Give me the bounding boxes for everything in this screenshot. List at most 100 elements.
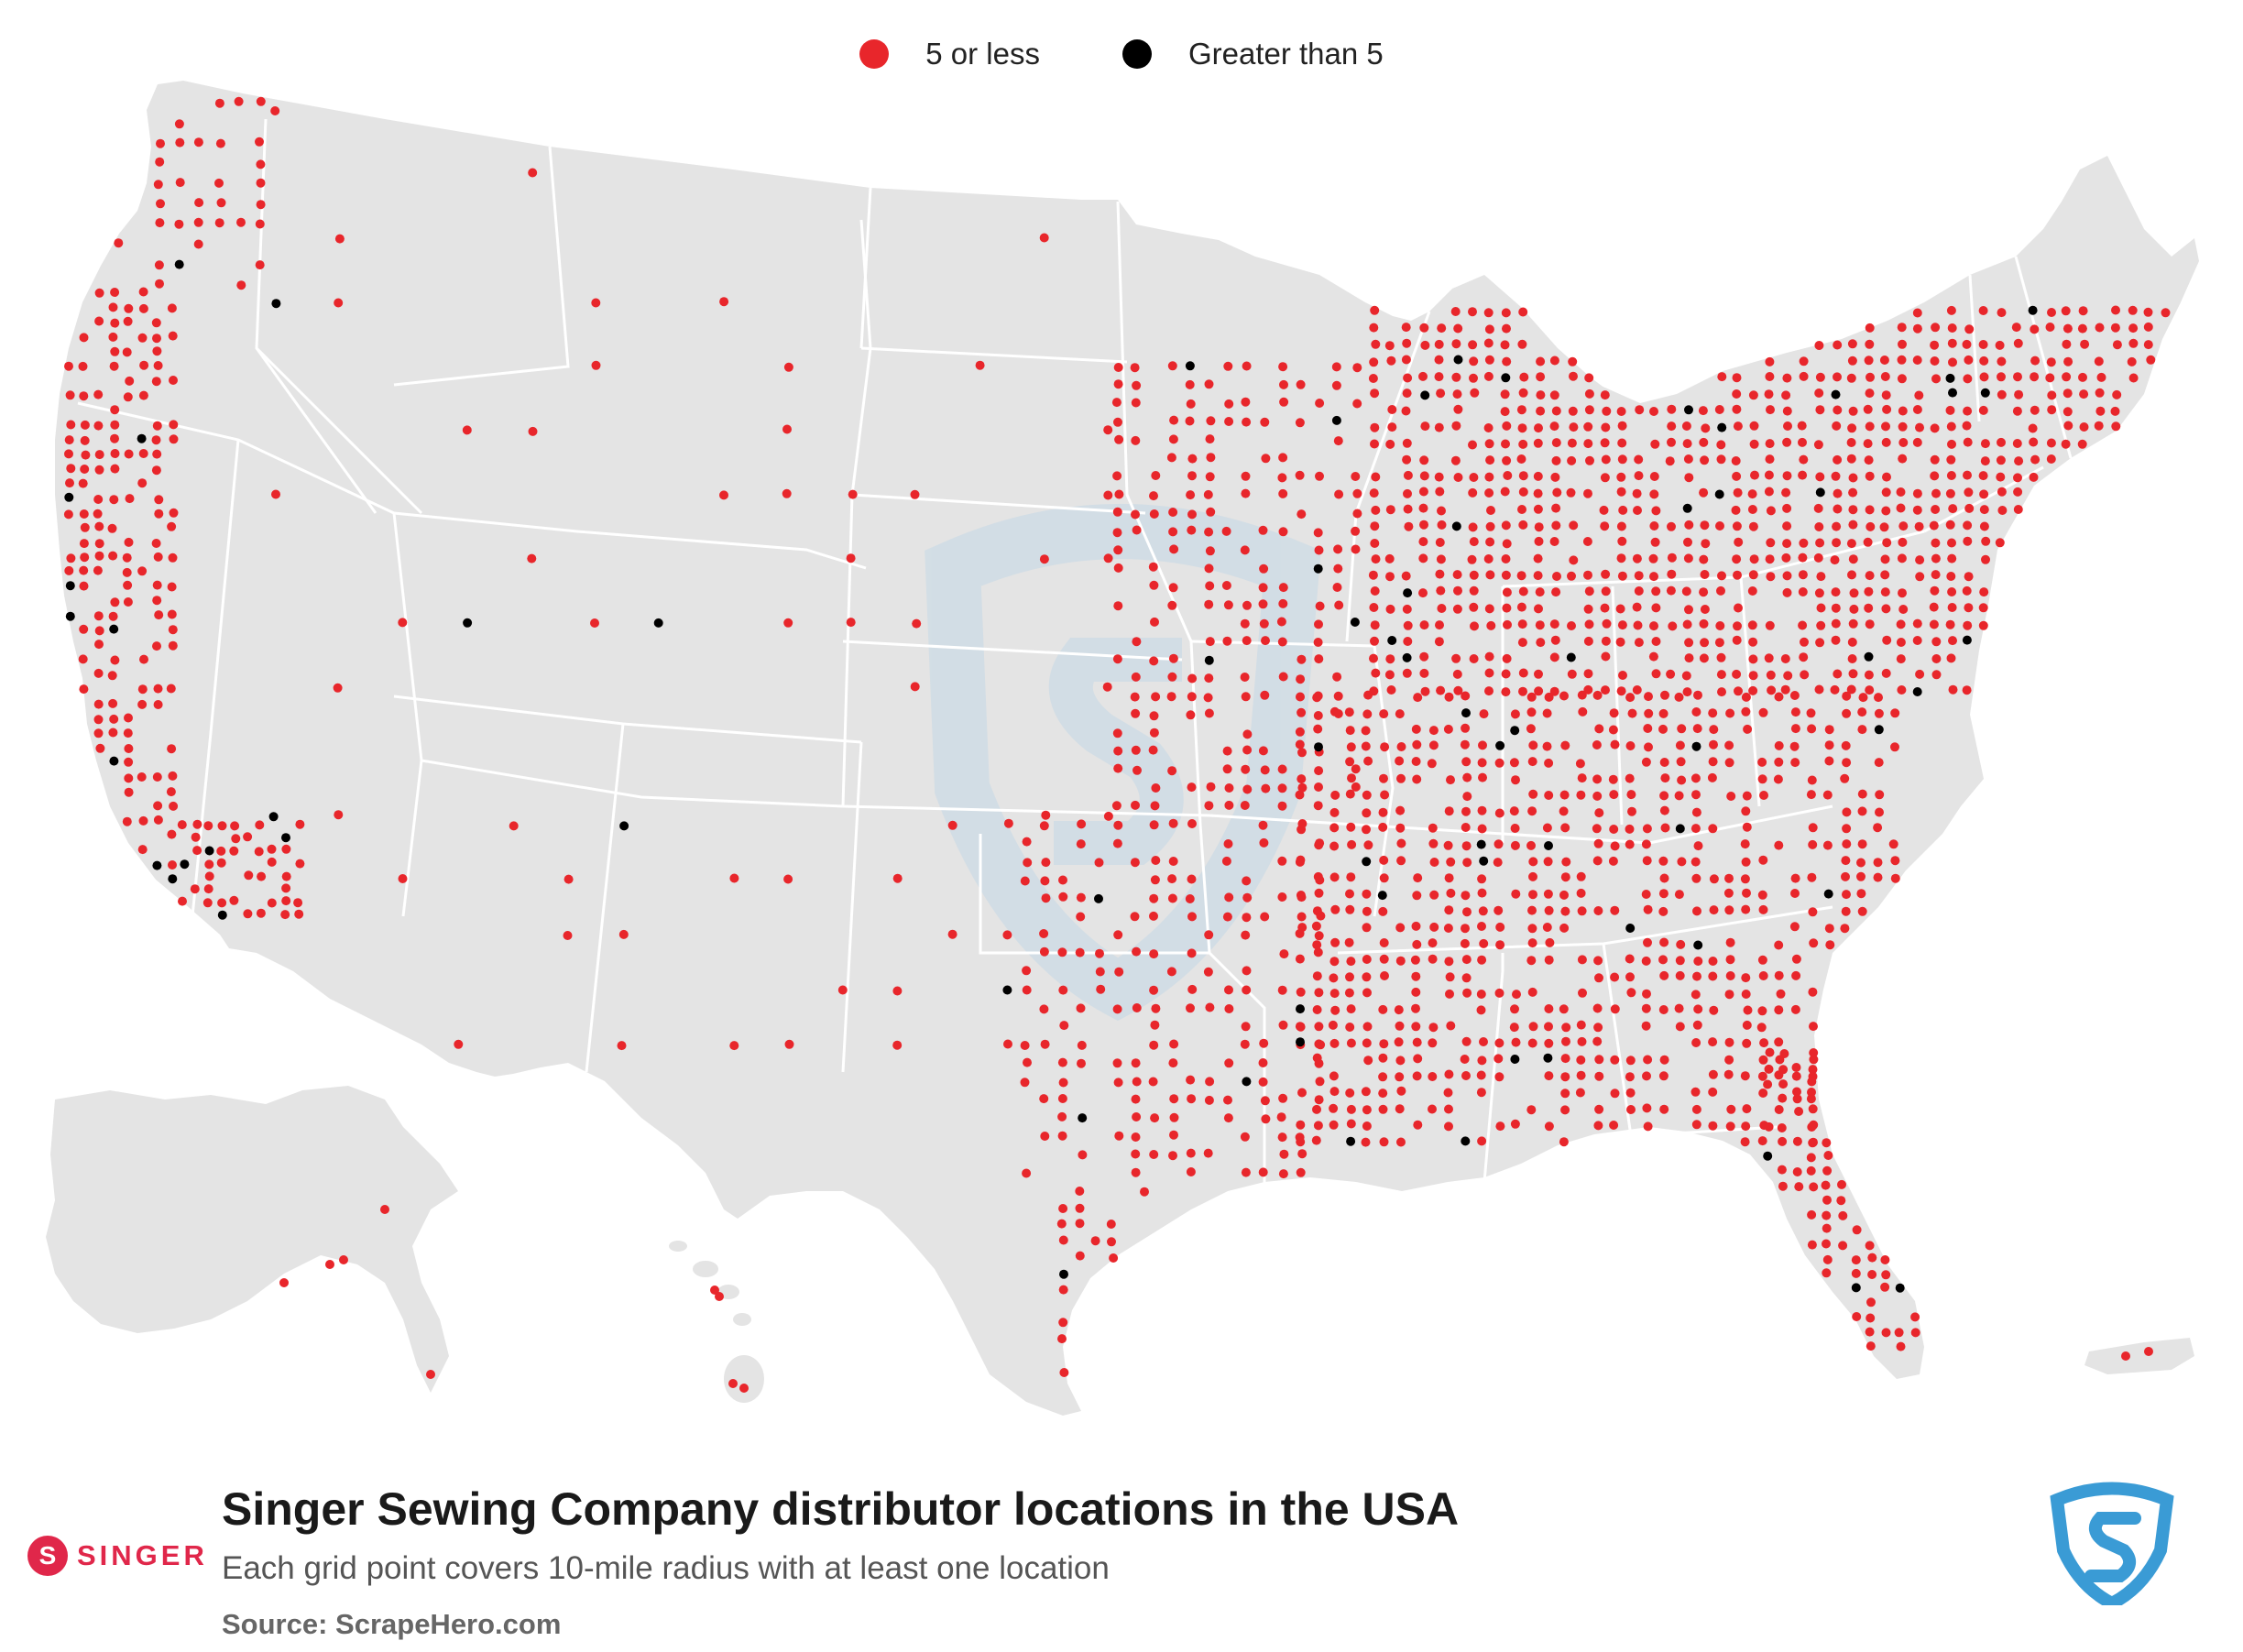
distributor-dot: [1112, 507, 1122, 517]
distributor-dot: [1708, 824, 1718, 834]
distributor-dot: [1402, 652, 1412, 662]
distributor-dot: [1881, 1270, 1891, 1280]
distributor-dot: [1078, 1113, 1088, 1123]
distributor-dot: [1545, 937, 1555, 947]
distributor-dot: [123, 597, 133, 607]
distributor-dot: [1674, 791, 1684, 801]
distributor-dot: [1295, 790, 1305, 800]
distributor-dot: [1881, 487, 1891, 498]
distributor-dot: [1518, 388, 1528, 398]
distributor-dot: [1914, 390, 1924, 400]
distributor-dot: [154, 610, 164, 620]
distributor-dot: [271, 299, 281, 309]
distributor-dot: [124, 537, 134, 547]
distributor-dot: [1403, 588, 1413, 598]
distributor-dot: [1113, 763, 1123, 773]
distributor-dot: [1625, 839, 1635, 849]
distributor-dot: [1020, 1078, 1030, 1088]
distributor-dot: [1978, 603, 1988, 613]
distributor-dot: [1039, 554, 1049, 564]
distributor-dot: [267, 844, 277, 854]
distributor-dot: [2128, 338, 2139, 348]
distributor-dot: [1567, 621, 1576, 630]
distributor-dot: [1435, 620, 1444, 630]
distributor-dot: [1544, 758, 1554, 768]
distributor-dot: [1187, 509, 1197, 520]
distributor-dot: [1185, 416, 1195, 426]
distributor-dot: [1361, 741, 1371, 751]
distributor-dot: [1648, 651, 1658, 662]
distributor-dot: [910, 489, 920, 499]
distributor-dot: [231, 834, 241, 844]
distributor-dot: [1057, 1094, 1067, 1103]
distributor-dot: [109, 756, 119, 766]
distributor-dot: [1315, 875, 1325, 885]
distributor-dot: [1748, 637, 1758, 647]
distributor-dot: [1875, 790, 1885, 800]
distributor-dot: [122, 816, 132, 826]
distributor-dot: [1501, 687, 1511, 697]
distributor-dot: [1658, 856, 1669, 866]
distributor-dot: [1822, 840, 1833, 850]
distributor-dot: [1709, 739, 1718, 749]
distributor-dot: [167, 303, 177, 313]
distributor-dot: [2127, 356, 2137, 367]
distributor-dot: [1512, 990, 1521, 1000]
distributor-dot: [1351, 782, 1361, 792]
distributor-dot: [1931, 323, 1941, 333]
distributor-dot: [1131, 745, 1141, 755]
distributor-dot: [1330, 1005, 1340, 1015]
hawaii-islands: [669, 1241, 764, 1403]
distributor-dot: [1667, 404, 1677, 414]
distributor-dot: [1791, 970, 1801, 980]
distributor-dot: [1593, 1121, 1603, 1131]
distributor-dot: [1945, 373, 1955, 383]
distributor-dot: [1601, 685, 1610, 695]
singer-brand-name: SINGER: [77, 1539, 208, 1571]
scrapehero-shield-icon: [2050, 1482, 2174, 1605]
distributor-dot: [1058, 1285, 1068, 1295]
distributor-dot: [1822, 1138, 1832, 1148]
distributor-dot: [1717, 372, 1727, 382]
distributor-dot: [1363, 1056, 1373, 1066]
distributor-dot: [1649, 407, 1658, 416]
distributor-dot: [1022, 985, 1032, 995]
distributor-dot: [1782, 471, 1792, 481]
distributor-dot: [1206, 782, 1216, 792]
distributor-dot: [194, 198, 204, 208]
distributor-dot: [1453, 473, 1463, 482]
distributor-dot: [1427, 759, 1437, 769]
distributor-dot: [1865, 505, 1875, 515]
distributor-dot: [1799, 652, 1809, 662]
legend-item-high: Greater than 5: [1122, 37, 1384, 71]
distributor-dot: [94, 626, 104, 636]
distributor-dot: [1774, 740, 1784, 750]
distributor-dot: [1478, 906, 1488, 916]
distributor-dot: [1699, 487, 1709, 498]
distributor-dot: [1963, 406, 1973, 416]
distributor-dot: [1500, 389, 1510, 399]
distributor-dot: [1362, 955, 1372, 964]
distributor-dot: [1583, 604, 1593, 614]
distributor-dot: [1691, 741, 1701, 751]
distributor-dot: [2028, 423, 2038, 433]
distributor-dot: [1379, 855, 1389, 865]
distributor-dot: [1813, 552, 1823, 563]
distributor-dot: [1714, 638, 1724, 648]
distributor-dot: [1748, 671, 1758, 681]
distributor-dot: [1717, 422, 1727, 432]
distributor-dot: [1897, 374, 1907, 384]
distributor-dot: [1741, 904, 1751, 914]
distributor-dot: [912, 618, 922, 629]
distributor-dot: [1962, 685, 1972, 695]
distributor-dot: [1931, 654, 1942, 663]
distributor-dot: [1848, 669, 1858, 679]
distributor-dot: [1484, 668, 1494, 678]
distributor-dot: [64, 565, 74, 575]
distributor-dot: [1794, 1182, 1804, 1192]
distributor-dot: [1040, 876, 1050, 886]
distributor-dot: [1543, 1053, 1553, 1063]
distributor-dot: [1774, 1037, 1784, 1047]
distributor-dot: [1866, 1341, 1876, 1351]
distributor-dot: [1692, 724, 1702, 734]
